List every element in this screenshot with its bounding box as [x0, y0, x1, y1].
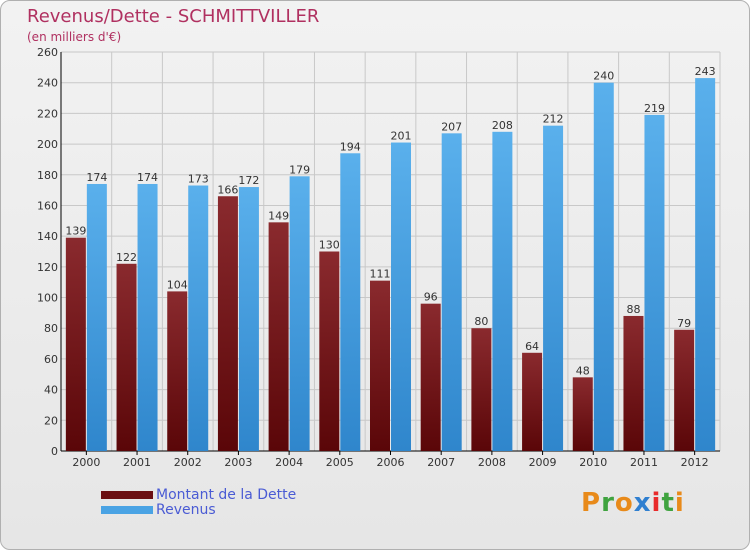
bar-dette [370, 280, 390, 451]
y-tick-label: 160 [37, 199, 58, 212]
bar-revenus [492, 131, 513, 452]
x-tick-label: 2010 [579, 456, 607, 469]
bar-revenus [289, 176, 310, 452]
data-label-dette: 96 [424, 291, 438, 304]
bar-dette [167, 291, 188, 451]
bar-revenus [86, 183, 107, 451]
y-tick-label: 200 [37, 138, 58, 151]
data-label-dette: 64 [525, 340, 539, 353]
bar-dette [319, 251, 340, 451]
logo-letter: i [674, 488, 685, 518]
data-label-revenus: 194 [340, 140, 361, 153]
x-tick-label: 2012 [681, 456, 709, 469]
x-tick-label: 2011 [630, 456, 658, 469]
y-tick-label: 60 [44, 353, 58, 366]
x-tick-label: 2000 [72, 456, 100, 469]
data-label-dette: 79 [677, 317, 691, 330]
data-label-revenus: 201 [391, 130, 412, 143]
data-label-revenus: 243 [695, 65, 716, 78]
data-label-dette: 88 [626, 303, 640, 316]
data-label-revenus: 173 [188, 173, 209, 186]
data-label-dette: 104 [167, 278, 188, 291]
data-label-dette: 48 [576, 364, 590, 377]
bar-dette [522, 352, 543, 451]
logo-letter: P [581, 488, 602, 518]
y-tick-label: 80 [44, 322, 58, 335]
data-label-dette: 149 [268, 209, 289, 222]
bar-dette [572, 377, 593, 451]
data-label-dette: 166 [217, 183, 238, 196]
y-tick-label: 240 [37, 77, 58, 90]
data-label-dette: 130 [319, 239, 340, 252]
y-tick-label: 0 [51, 445, 58, 458]
x-tick-label: 2005 [326, 456, 354, 469]
data-label-revenus: 172 [238, 174, 259, 187]
bar-revenus [543, 125, 564, 452]
bar-revenus [593, 82, 614, 451]
data-label-revenus: 240 [593, 70, 614, 83]
legend: Montant de la Dette Revenus [101, 486, 297, 518]
logo-letter: t [661, 488, 675, 518]
y-tick-label: 120 [37, 261, 58, 274]
y-tick-label: 180 [37, 169, 58, 182]
data-label-revenus: 208 [492, 119, 513, 132]
data-label-dette: 122 [116, 251, 137, 264]
data-label-dette: 111 [370, 268, 391, 281]
x-tick-label: 2003 [224, 456, 252, 469]
x-tick-label: 2006 [377, 456, 405, 469]
y-tick-label: 220 [37, 107, 58, 120]
data-label-dette: 139 [65, 225, 86, 238]
x-tick-label: 2002 [174, 456, 202, 469]
logo-letter: o [614, 488, 634, 518]
bar-revenus [137, 183, 158, 451]
bar-dette [116, 263, 137, 451]
data-label-revenus: 212 [543, 113, 564, 126]
y-tick-label: 140 [37, 230, 58, 243]
chart-subtitle: (en milliers d'€) [27, 30, 122, 44]
data-label-revenus: 174 [137, 171, 158, 184]
logo-letter: x [633, 488, 652, 518]
x-tick-label: 2004 [275, 456, 303, 469]
bar-dette [420, 303, 441, 451]
y-tick-label: 40 [44, 384, 58, 397]
y-tick-label: 100 [37, 292, 58, 305]
data-label-revenus: 207 [441, 120, 462, 133]
bar-revenus [695, 78, 716, 451]
legend-item-dette: Montant de la Dette [101, 486, 297, 503]
x-tick-label: 2007 [427, 456, 455, 469]
y-tick-label: 260 [37, 46, 58, 59]
x-tick-label: 2008 [478, 456, 506, 469]
bar-revenus [188, 185, 209, 451]
legend-swatch-revenus [101, 505, 153, 514]
bar-dette [471, 328, 492, 451]
bar-dette [217, 196, 238, 451]
legend-label-dette: Montant de la Dette [156, 486, 297, 503]
bar-dette [65, 237, 86, 451]
logo-letter: i [651, 488, 662, 518]
bar-revenus [391, 142, 411, 452]
legend-swatch-dette [101, 490, 153, 499]
x-tick-label: 2009 [529, 456, 557, 469]
bar-revenus [238, 187, 259, 452]
x-tick-label: 2001 [123, 456, 151, 469]
chart-title: Revenus/Dette - SCHMITTVILLER [27, 6, 320, 27]
bar-dette [623, 315, 644, 451]
legend-item-revenus: Revenus [101, 501, 296, 518]
logo-letter: r [601, 488, 615, 518]
legend-label-revenus: Revenus [156, 501, 216, 518]
bar-revenus [441, 133, 462, 452]
proxiti-logo: Proxiti [581, 488, 685, 518]
data-label-revenus: 174 [86, 171, 107, 184]
bar-dette [674, 329, 695, 451]
data-label-revenus: 219 [644, 102, 665, 115]
bar-revenus [340, 153, 361, 452]
y-tick-label: 20 [44, 414, 58, 427]
bar-revenus [644, 114, 665, 452]
data-label-dette: 80 [474, 315, 488, 328]
data-label-revenus: 179 [289, 163, 310, 176]
bar-dette [268, 222, 289, 451]
